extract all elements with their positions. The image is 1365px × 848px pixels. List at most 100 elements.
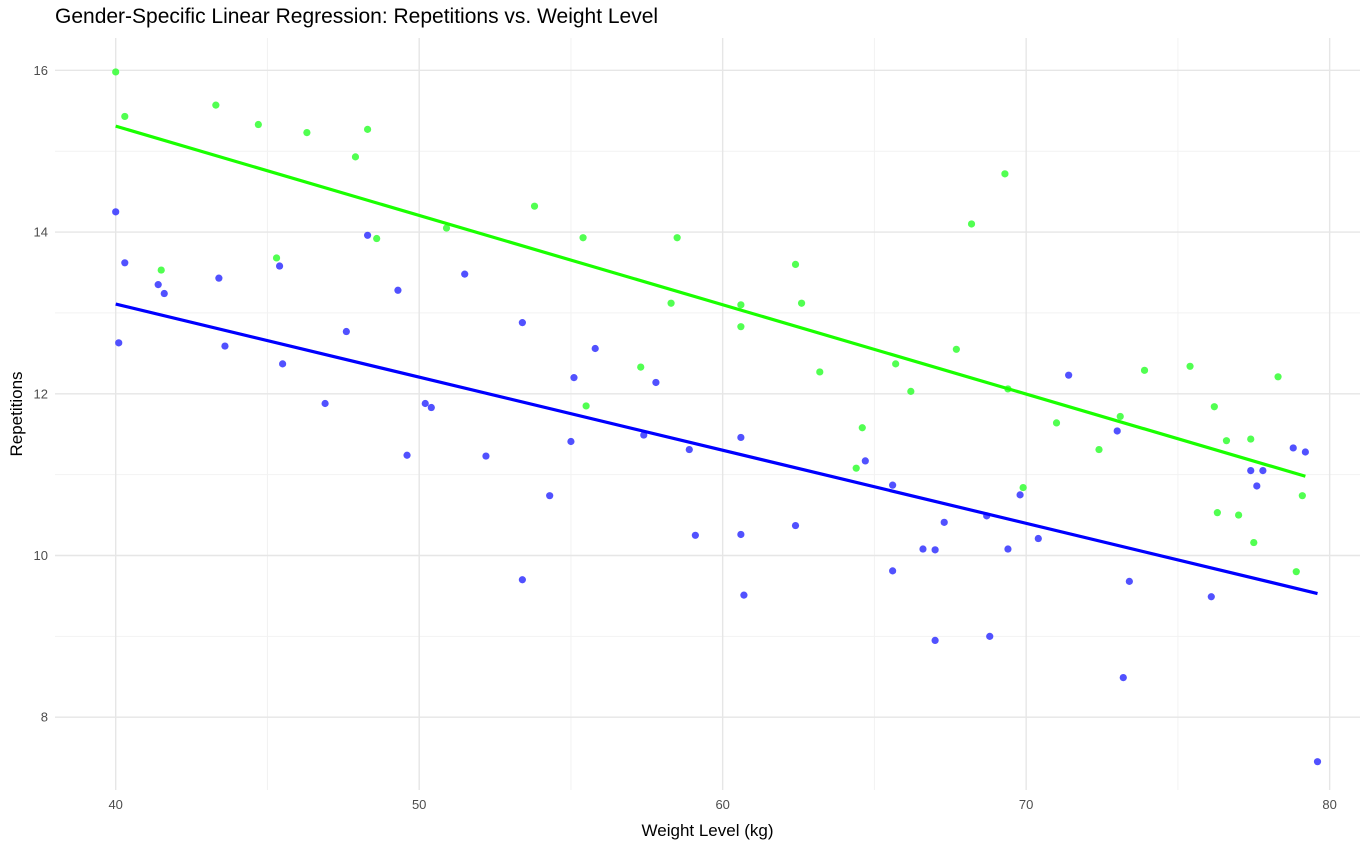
data-point <box>737 301 745 309</box>
data-point <box>279 360 287 368</box>
data-point <box>1207 593 1215 601</box>
y-tick-label: 12 <box>34 386 48 401</box>
data-point <box>427 403 435 412</box>
x-tick-label: 60 <box>715 797 729 812</box>
data-point <box>1016 491 1024 499</box>
data-point <box>797 299 806 307</box>
data-point <box>342 327 350 336</box>
data-point <box>858 424 866 432</box>
data-point <box>931 546 939 554</box>
data-point <box>791 521 800 530</box>
data-point <box>121 259 129 267</box>
data-point <box>1253 482 1261 490</box>
x-axis-title: Weight Level (kg) <box>642 821 774 840</box>
data-point <box>421 399 429 408</box>
data-point <box>221 342 229 350</box>
data-point <box>1247 467 1255 475</box>
x-tick-label: 80 <box>1322 797 1336 812</box>
data-point <box>1113 427 1121 435</box>
data-point <box>652 378 660 387</box>
data-point <box>1298 492 1306 500</box>
data-point <box>546 492 554 500</box>
data-point <box>861 457 869 465</box>
data-point <box>1292 568 1300 576</box>
y-tick-label: 10 <box>34 548 48 563</box>
data-point <box>442 224 451 232</box>
data-point <box>637 363 645 371</box>
data-point <box>121 112 129 121</box>
data-point <box>1116 412 1124 421</box>
data-point <box>691 531 699 539</box>
data-point <box>667 299 675 307</box>
data-point <box>673 234 681 242</box>
data-point <box>363 231 372 239</box>
x-tick-label: 70 <box>1019 797 1033 812</box>
data-point <box>1186 362 1194 370</box>
data-point <box>907 387 915 395</box>
data-point <box>403 451 411 459</box>
data-point <box>394 286 402 294</box>
data-point <box>1247 435 1255 443</box>
data-point <box>157 266 165 274</box>
data-point <box>351 153 360 161</box>
data-point <box>737 323 745 331</box>
y-tick-label: 14 <box>34 225 48 240</box>
data-point <box>952 345 960 353</box>
data-point <box>1034 534 1042 543</box>
data-point <box>1019 483 1027 492</box>
data-point <box>579 234 587 242</box>
data-point <box>482 452 490 460</box>
data-point <box>1222 437 1231 445</box>
x-tick-label: 50 <box>412 797 426 812</box>
data-point <box>889 567 897 575</box>
data-point <box>112 208 120 216</box>
y-axis-title: Repetitions <box>7 371 26 456</box>
data-point <box>591 344 599 353</box>
data-point <box>1140 366 1149 374</box>
data-point <box>1125 577 1133 585</box>
data-point <box>791 260 800 269</box>
data-point <box>530 202 539 210</box>
data-point <box>160 289 168 298</box>
data-point <box>1065 371 1073 379</box>
data-point <box>518 319 526 327</box>
x-tick-label: 40 <box>108 797 122 812</box>
data-point <box>1119 674 1127 682</box>
data-point <box>275 262 284 270</box>
chart-title: Gender-Specific Linear Regression: Repet… <box>55 5 659 28</box>
data-point <box>816 368 824 376</box>
data-point <box>115 339 123 347</box>
data-point <box>1001 170 1009 178</box>
data-point <box>685 445 693 454</box>
data-point <box>737 530 745 539</box>
y-tick-label: 16 <box>34 63 48 78</box>
data-point <box>567 437 575 446</box>
data-point <box>272 254 281 262</box>
data-point <box>154 281 162 289</box>
data-point <box>1004 545 1012 553</box>
data-point <box>1301 448 1309 456</box>
data-point <box>931 636 939 645</box>
data-point <box>212 101 220 109</box>
data-point <box>740 591 748 599</box>
data-point <box>1313 758 1322 766</box>
data-point <box>215 274 223 282</box>
data-point <box>919 545 927 553</box>
data-point <box>1210 403 1218 411</box>
data-point <box>373 234 381 243</box>
data-point <box>940 518 948 526</box>
data-point <box>1289 444 1297 452</box>
data-point <box>254 120 262 129</box>
data-point <box>889 481 897 489</box>
data-point <box>737 433 745 442</box>
data-point <box>892 360 900 368</box>
regression-line <box>115 124 1306 478</box>
data-point <box>1250 538 1258 547</box>
data-point <box>321 399 329 408</box>
data-point <box>1235 511 1243 519</box>
data-point <box>967 220 976 228</box>
data-point <box>112 68 120 76</box>
data-point <box>1095 445 1103 454</box>
data-point <box>303 129 311 137</box>
data-point <box>852 464 860 472</box>
